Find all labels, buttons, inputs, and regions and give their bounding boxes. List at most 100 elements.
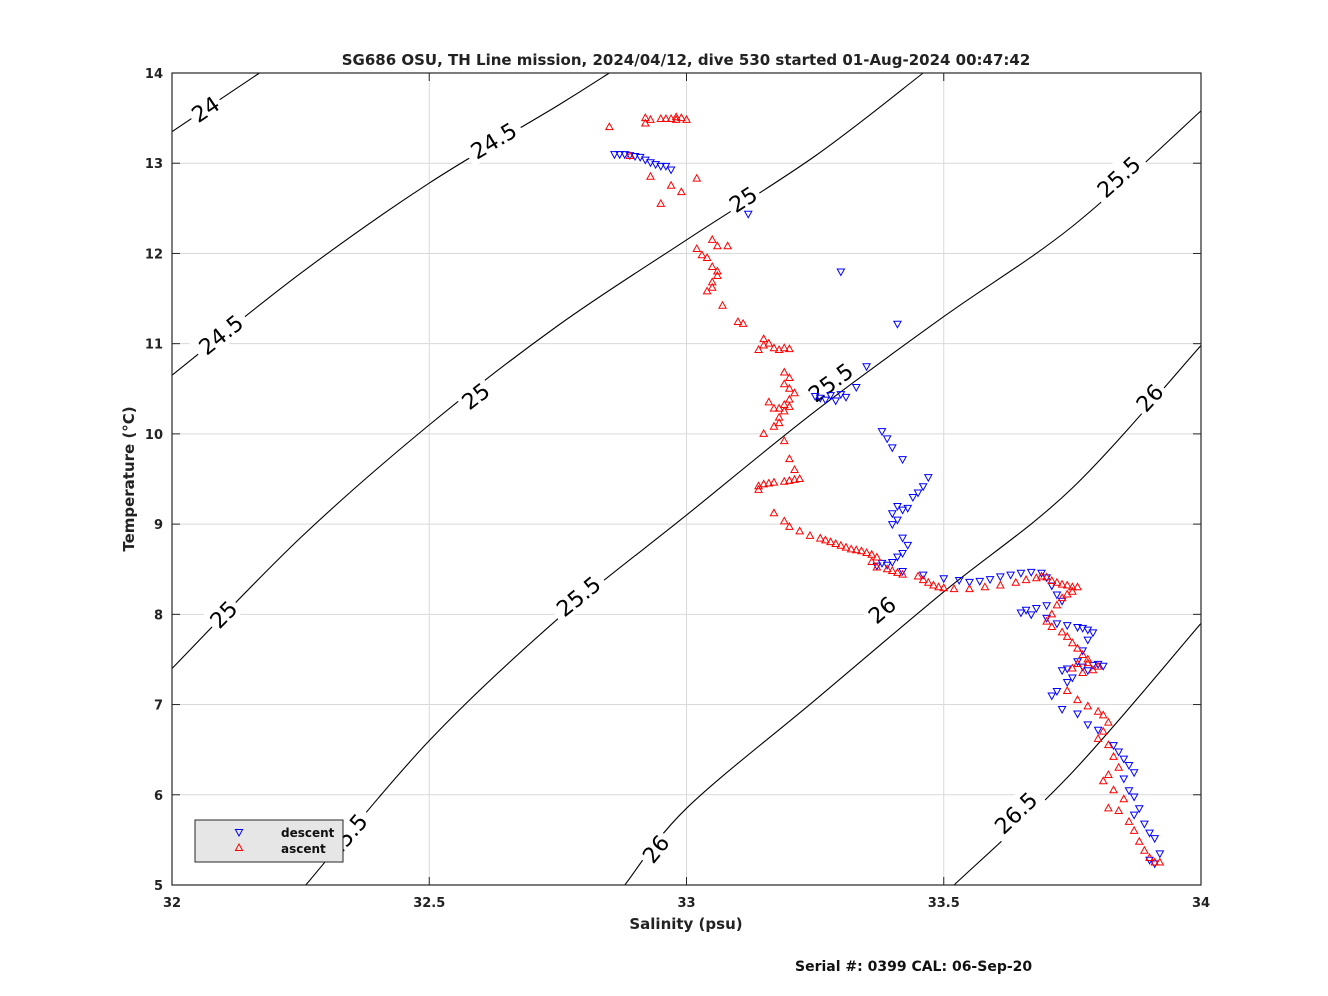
ascent-point [784, 401, 794, 410]
descent-point [1052, 688, 1062, 697]
contour-label-bg [798, 353, 862, 410]
ascent-point [1062, 631, 1072, 640]
ascent-point [666, 180, 676, 189]
ascent-point [934, 582, 944, 591]
ascent-point [1057, 627, 1067, 636]
descent-point [1006, 571, 1016, 580]
ascent-point [1134, 836, 1144, 845]
descent-point [1057, 667, 1067, 676]
ascent-point [1042, 572, 1052, 581]
descent-point [1129, 793, 1139, 802]
ascent-point [1103, 769, 1113, 778]
descent-point [1031, 604, 1041, 614]
descent-point [1083, 626, 1093, 635]
y-tick-label: 10 [145, 428, 163, 443]
contour-label-bg [1127, 375, 1170, 419]
x-tick-label: 32.5 [413, 896, 445, 911]
ascent-point [754, 481, 763, 490]
descent-point [1057, 597, 1067, 606]
ascent-point [779, 367, 789, 376]
y-tick-label: 14 [145, 67, 163, 82]
y-tick-label: 7 [154, 699, 163, 714]
descent-point [892, 553, 902, 562]
ascent-point [784, 394, 794, 403]
ascent-point [671, 114, 681, 123]
descent-point [877, 428, 887, 437]
descent-point [892, 503, 902, 512]
legend-ascent-marker [234, 843, 244, 852]
ascent-point [1067, 638, 1077, 647]
ascent-point [692, 173, 702, 182]
ascent-point [1047, 621, 1057, 630]
ascent-point [764, 478, 774, 487]
descent-point [1134, 805, 1144, 814]
descent-point [630, 152, 640, 161]
contour-label-bg [634, 826, 676, 870]
ascent-point [1037, 571, 1046, 580]
ascent-point [1073, 643, 1082, 652]
ascent-point [774, 418, 784, 427]
contour-label-bg [460, 113, 526, 167]
contour-label-bg [201, 592, 244, 635]
descent-point [1073, 623, 1082, 632]
ascent-point [841, 542, 851, 551]
descent-point [1124, 787, 1134, 796]
ascent-point [718, 300, 727, 309]
legend-descent-label: descent [281, 826, 335, 840]
descent-point [1088, 629, 1098, 638]
legend-ascent-triangle [234, 843, 244, 852]
ascent-point [815, 533, 825, 542]
descent-point [666, 166, 676, 175]
ascent-point [913, 571, 923, 580]
descent-point [1062, 678, 1072, 687]
ascent-point [1083, 701, 1093, 710]
ascent-point [1093, 706, 1103, 715]
density-contour-label: 26.5 [984, 781, 1046, 843]
ascent-point [784, 475, 794, 484]
y-tick-label: 9 [154, 518, 163, 533]
ascent-point [769, 403, 779, 412]
ascent-point [1052, 600, 1062, 609]
ascent-point [1109, 785, 1118, 794]
descent-point [1083, 721, 1093, 730]
density-contour-label: 25.5 [798, 353, 862, 410]
ascent-point [939, 583, 949, 592]
ascent-point [790, 474, 799, 483]
ascent-point [779, 343, 789, 352]
descent-point [635, 153, 645, 162]
descent-point [610, 151, 619, 160]
contour-label-bg [546, 566, 610, 625]
ascent-point [692, 243, 702, 252]
descent-point [1129, 769, 1139, 778]
density-contour-label: 25 [453, 374, 497, 416]
descent-point [1124, 761, 1134, 770]
descent-point [1067, 674, 1077, 683]
y-tick-label: 6 [154, 789, 163, 804]
ascent-point [1062, 580, 1072, 589]
descent-point [836, 268, 846, 277]
contour-label-text: 25 [206, 597, 243, 634]
descent-point [1093, 726, 1103, 735]
ascent-point [759, 479, 769, 488]
ascent-point [1093, 733, 1103, 742]
ascent-point [656, 114, 666, 123]
y-tick-label: 12 [145, 247, 163, 262]
descent-point [1155, 850, 1165, 859]
ascent-point [712, 271, 722, 280]
ascent-point [682, 114, 691, 123]
ascent-point [656, 198, 666, 207]
ascent-point [836, 540, 846, 549]
density-contour-label: 26 [859, 588, 903, 630]
contour-label-bg [1087, 146, 1150, 206]
ascent-point [671, 112, 681, 121]
density-contour-label: 24.5 [460, 113, 526, 167]
ascent-point [676, 187, 686, 196]
contour-label-bg [984, 781, 1046, 843]
descent-point [1047, 692, 1057, 701]
contour-label-bg [859, 588, 903, 630]
descent-point [923, 474, 933, 483]
axis-ticks: 32 32.5 33 33.5 34 5 6 7 8 9 10 11 12 13 14 [145, 67, 1210, 911]
descent-point [1083, 667, 1093, 676]
descent-point [1052, 620, 1062, 629]
